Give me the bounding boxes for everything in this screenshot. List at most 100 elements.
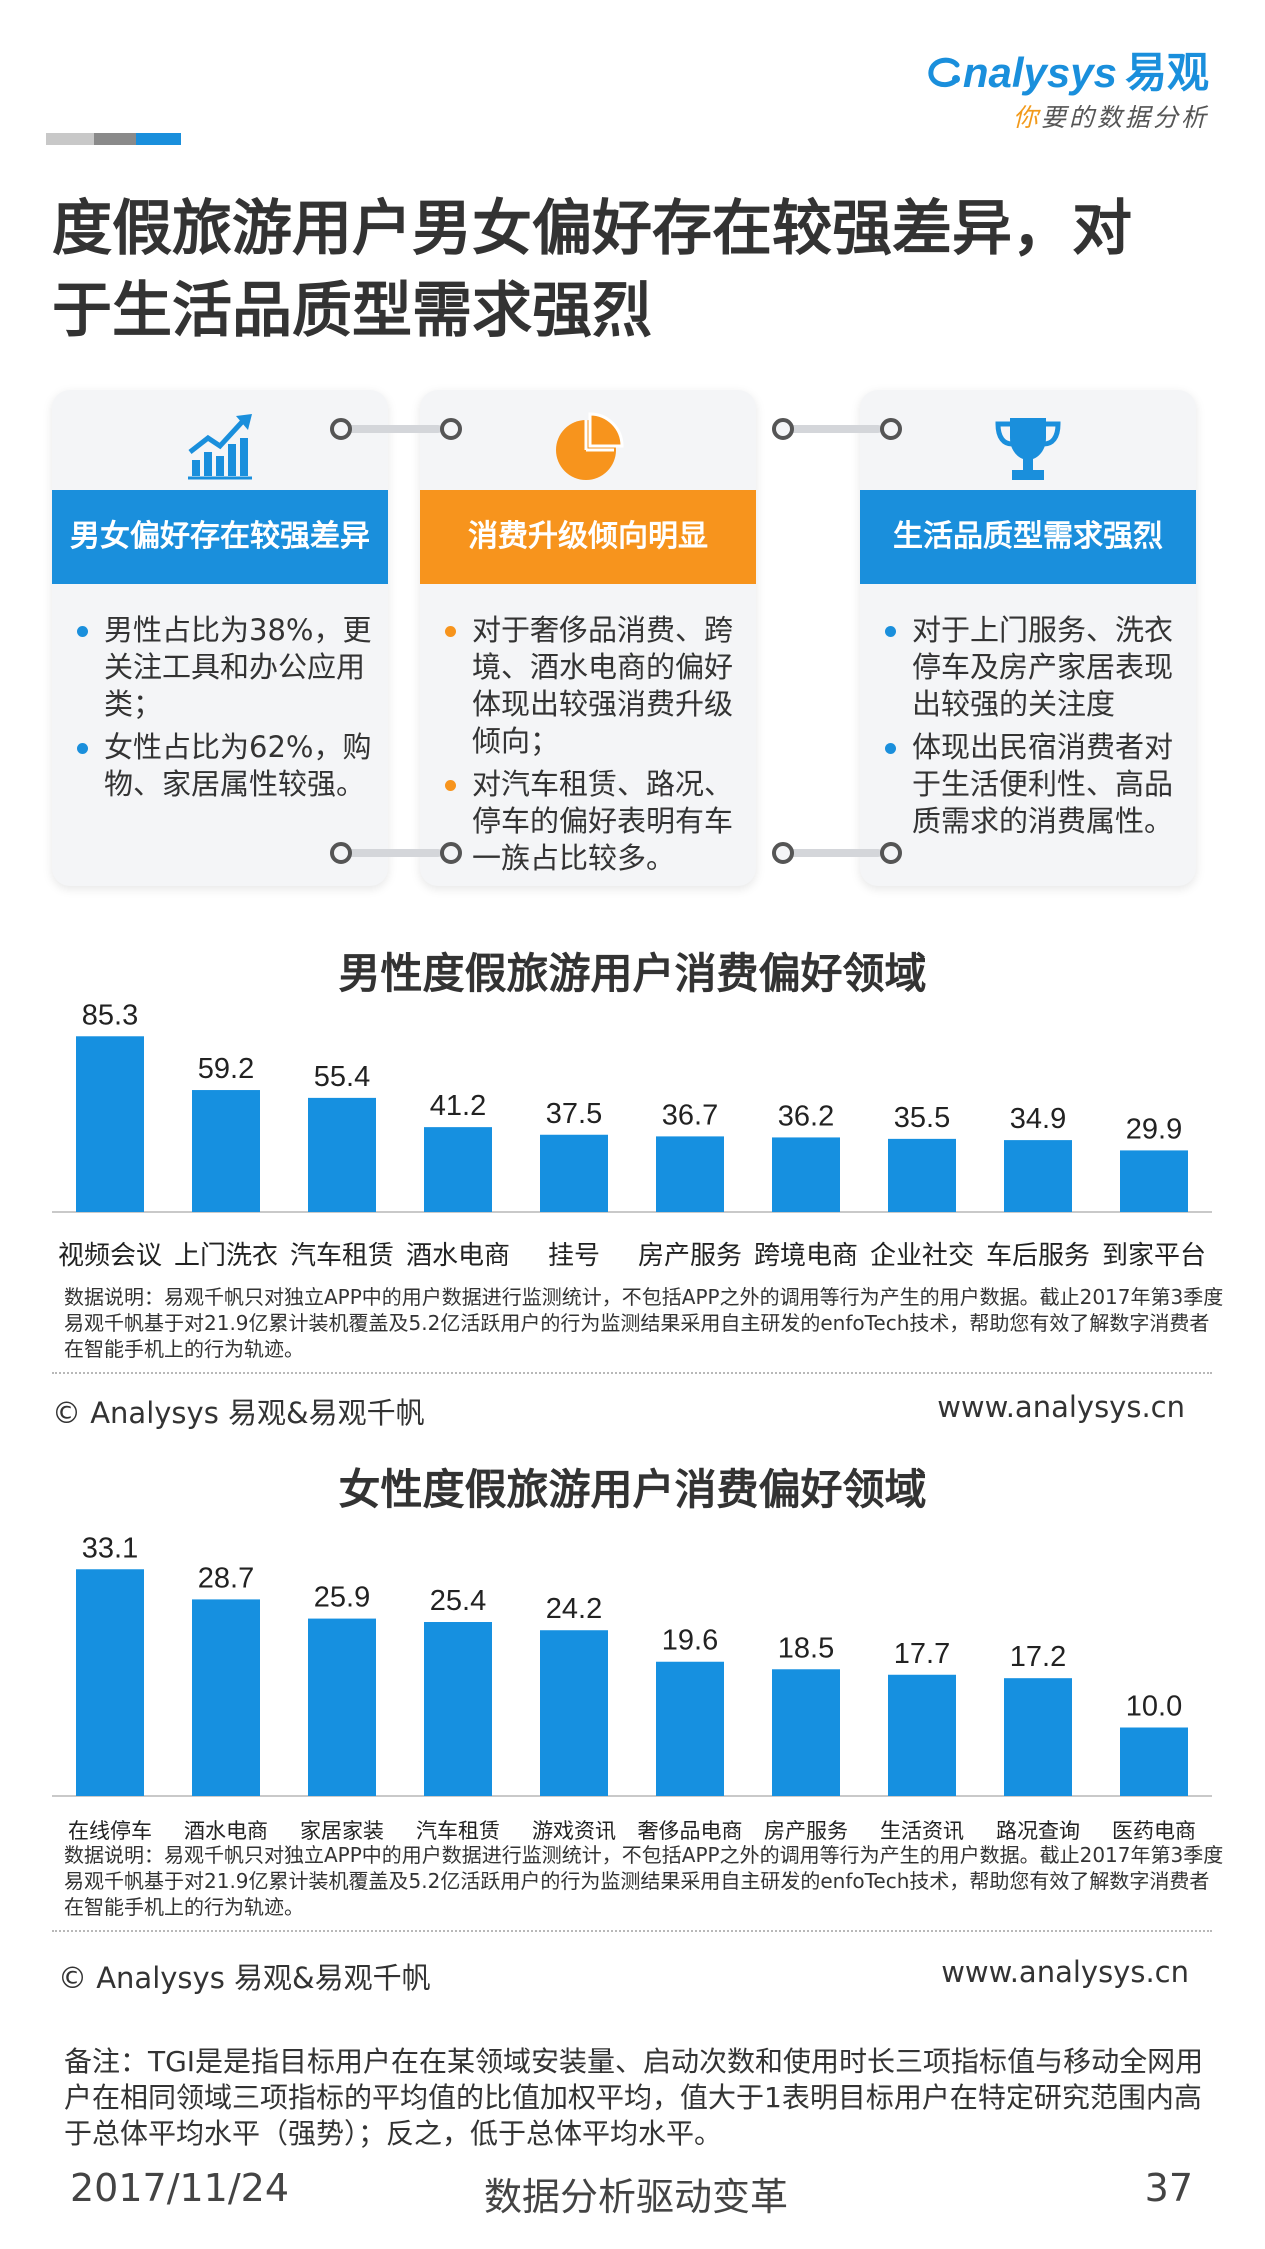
card-bullets: 对于奢侈品消费、跨境、酒水电商的偏好体现出较强消费升级倾向； 对汽车租赁、路况、… [434, 612, 744, 883]
category-label: 跨境电商 [754, 1241, 858, 1271]
bar-value-label: 24.2 [546, 1593, 602, 1625]
bar-value-label: 34.9 [1010, 1103, 1066, 1135]
female-preference-chart: 33.1 在线停车 28.7 酒水电商 25.9 家居家装 25.4 汽车租赁 24.2 游戏资讯… [52, 1532, 1212, 1840]
bar [424, 1622, 492, 1796]
connector-link [786, 425, 882, 433]
bar [192, 1599, 260, 1796]
bullet-item: 男性占比为38%，更关注工具和办公应用类； [66, 612, 376, 723]
category-label: 房产服务 [764, 1819, 848, 1840]
bar [76, 1036, 144, 1212]
bar [772, 1137, 840, 1212]
bar [1004, 1140, 1072, 1212]
bar [888, 1674, 956, 1796]
bar [1004, 1678, 1072, 1796]
connector-link [346, 849, 442, 857]
bar [76, 1569, 144, 1796]
footer-page-number: 37 [1144, 2166, 1193, 2210]
bar [656, 1661, 724, 1796]
bar-value-label: 55.4 [314, 1061, 370, 1093]
connector-ring [880, 418, 902, 440]
chart1-title: 男性度假旅游用户消费偏好领域 [338, 949, 927, 998]
category-label: 酒水电商 [406, 1241, 510, 1271]
bar-value-label: 41.2 [430, 1090, 486, 1122]
category-label: 车后服务 [986, 1241, 1090, 1271]
bar-value-label: 28.7 [198, 1562, 254, 1594]
male-preference-chart: 85.3 视频会议 59.2 上门洗衣 55.4 汽车租赁 41.2 酒水电商 37.5 挂号 36… [52, 999, 1212, 1271]
card-consumption-upgrade: 消费升级倾向明显 对于奢侈品消费、跨境、酒水电商的偏好体现出较强消费升级倾向； … [420, 390, 756, 886]
category-label: 汽车租赁 [416, 1819, 500, 1840]
connector-link [786, 849, 882, 857]
category-label: 游戏资讯 [532, 1819, 616, 1840]
bar-value-label: 85.3 [82, 999, 138, 1031]
bar-value-label: 37.5 [546, 1098, 602, 1130]
bar-value-label: 29.9 [1126, 1113, 1182, 1145]
bar [1120, 1150, 1188, 1212]
chart1-copyright: © Analysys 易观&易观千帆 [52, 1396, 425, 1430]
chart2-source-url: www.analysys.cn [941, 1955, 1189, 1989]
bar-value-label: 10.0 [1126, 1691, 1182, 1723]
category-label: 挂号 [548, 1241, 600, 1271]
bar [540, 1134, 608, 1212]
divider [52, 1372, 1212, 1374]
card-heading: 男女偏好存在较强差异 [52, 490, 388, 584]
bar-value-label: 25.4 [430, 1585, 486, 1617]
category-label: 上门洗衣 [174, 1241, 278, 1271]
category-label: 房产服务 [638, 1241, 742, 1271]
footer-slogan: 数据分析驱动变革 [484, 2175, 789, 2219]
bar-chart-trend-icon [188, 414, 252, 480]
category-label: 生活资讯 [880, 1819, 964, 1840]
logo-mark-icon [928, 57, 960, 88]
logo-cn: 易观 [1124, 49, 1209, 96]
logo-tagline-first: 你 [1012, 103, 1041, 132]
bullet-item: 对于上门服务、洗衣停车及房产家居表现出较强的关注度 [874, 612, 1184, 723]
divider [52, 1930, 1212, 1932]
connector-ring [440, 842, 462, 864]
bar-value-label: 36.2 [778, 1100, 834, 1132]
bullet-item: 对于奢侈品消费、跨境、酒水电商的偏好体现出较强消费升级倾向； [434, 612, 744, 760]
connector-ring [330, 842, 352, 864]
bar [772, 1669, 840, 1796]
bar [540, 1630, 608, 1796]
bar-value-label: 17.2 [1010, 1641, 1066, 1673]
bar-value-label: 25.9 [314, 1582, 370, 1614]
analysys-logo: nalysys 易观 你要的数据分析 [909, 52, 1209, 142]
category-label: 汽车租赁 [290, 1241, 394, 1271]
page-title: 度假旅游用户男女偏好存在较强差异，对于生活品质型需求强烈 [52, 194, 1132, 346]
connector-ring [880, 842, 902, 864]
bullet-item: 对汽车租赁、路况、停车的偏好表明有车一族占比较多。 [434, 766, 744, 877]
bar [656, 1136, 724, 1212]
tgi-remark: 备注：TGI是是指目标用户在在某领域安装量、启动次数和使用时长三项指标值与移动全… [64, 2045, 1204, 2150]
card-heading: 生活品质型需求强烈 [860, 490, 1196, 584]
connector-ring [772, 842, 794, 864]
chart2-title: 女性度假旅游用户消费偏好领域 [338, 1465, 927, 1514]
connector-ring [440, 418, 462, 440]
connector-link [346, 425, 442, 433]
chart2-copyright: © Analysys 易观&易观千帆 [58, 1961, 431, 1995]
bullet-item: 体现出民宿消费者对于生活便利性、高品质需求的消费属性。 [874, 729, 1184, 840]
chart2-data-note: 数据说明：易观千帆只对独立APP中的用户数据进行监测统计，不包括APP之外的调用… [64, 1843, 1224, 1919]
logo-tagline-rest: 要的数据分析 [1040, 103, 1209, 132]
category-label: 家居家装 [300, 1819, 384, 1840]
logo-text: nalysys [962, 49, 1117, 96]
pie-chart-icon [556, 412, 624, 480]
chart1-data-note: 数据说明：易观千帆只对独立APP中的用户数据进行监测统计，不包括APP之外的调用… [64, 1285, 1224, 1361]
footer-date: 2017/11/24 [70, 2166, 290, 2210]
header-accent-bar [46, 133, 181, 145]
card-bullets: 男性占比为38%，更关注工具和办公应用类； 女性占比为62%，购物、家居属性较强… [66, 612, 376, 809]
category-label: 到家平台 [1102, 1241, 1206, 1271]
chart1-source-url: www.analysys.cn [937, 1390, 1185, 1424]
bullet-item: 女性占比为62%，购物、家居属性较强。 [66, 729, 376, 803]
card-heading: 消费升级倾向明显 [420, 490, 756, 584]
bar-value-label: 19.6 [662, 1625, 718, 1657]
bar [308, 1097, 376, 1212]
category-label: 医药电商 [1112, 1819, 1196, 1840]
category-label: 路况查询 [996, 1819, 1080, 1840]
bar [424, 1127, 492, 1212]
bar-value-label: 36.7 [662, 1099, 718, 1131]
bar [192, 1090, 260, 1212]
category-label: 在线停车 [68, 1819, 152, 1840]
trophy-icon [995, 418, 1061, 480]
connector-ring [330, 418, 352, 440]
bar [888, 1138, 956, 1212]
bar-value-label: 33.1 [82, 1532, 138, 1564]
